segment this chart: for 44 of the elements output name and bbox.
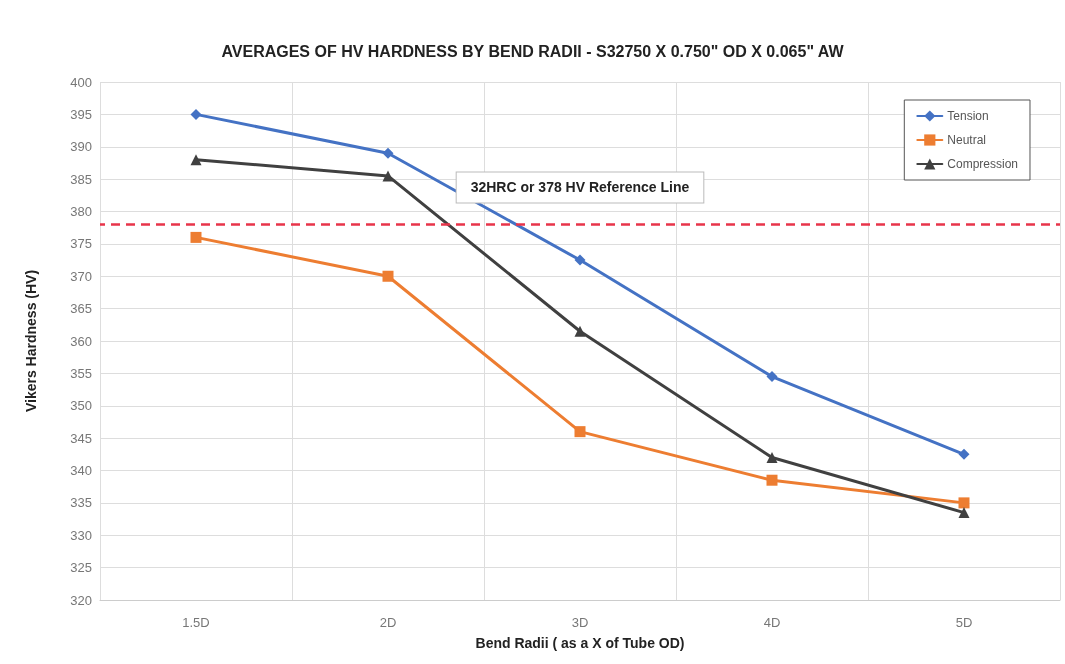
x-tick-label: 3D xyxy=(571,615,589,630)
y-tick-label: 390 xyxy=(70,139,92,155)
y-tick-label: 320 xyxy=(70,592,92,608)
y-axis-title: Vikers Hardness (HV) xyxy=(23,269,39,413)
y-tick-label: 325 xyxy=(70,560,92,576)
point xyxy=(382,270,394,282)
y-tick-label: 340 xyxy=(70,463,92,478)
y-tick-label: 350 xyxy=(70,398,92,414)
legend-label: Tension xyxy=(947,109,989,123)
chart-title: AVERAGES OF HV HARDNESS BY BEND RADII - S32750 X 0.750" OD X 0.065" AW xyxy=(221,42,845,60)
legend-label: Compression xyxy=(947,157,1019,171)
y-tick-label: 365 xyxy=(70,301,92,317)
ref-line-label: 32HRC or 378 HV Reference Line xyxy=(470,179,690,196)
point xyxy=(190,108,202,120)
point xyxy=(958,497,970,509)
x-axis-title: Bend Radii ( as a X of Tube OD) xyxy=(475,635,685,651)
y-tick-label: 400 xyxy=(70,74,92,90)
point xyxy=(958,507,970,519)
point xyxy=(574,254,586,266)
point xyxy=(766,474,778,486)
point xyxy=(190,154,202,166)
y-tick-label: 345 xyxy=(70,430,92,446)
point xyxy=(190,231,202,243)
y-tick-label: 360 xyxy=(70,333,92,349)
y-tick-label: 380 xyxy=(70,204,92,219)
y-tick-label: 385 xyxy=(70,171,92,187)
y-tick-label: 375 xyxy=(70,236,92,252)
point xyxy=(574,426,586,438)
legend-label: Neutral xyxy=(947,133,986,147)
x-tick-label: 5D xyxy=(955,615,973,630)
y-tick-label: 395 xyxy=(70,106,92,122)
point xyxy=(766,371,778,383)
x-tick-label: 2D xyxy=(379,615,397,630)
y-tick-label: 355 xyxy=(70,365,92,381)
x-tick-label: 4D xyxy=(763,615,781,630)
x-tick-label: 1.5D xyxy=(182,615,210,630)
point xyxy=(766,452,778,464)
point xyxy=(574,325,586,337)
y-tick-label: 335 xyxy=(70,495,92,511)
point xyxy=(382,147,394,159)
y-tick-label: 370 xyxy=(70,268,92,284)
point xyxy=(382,170,394,182)
point xyxy=(958,448,970,460)
y-tick-label: 330 xyxy=(70,527,92,543)
